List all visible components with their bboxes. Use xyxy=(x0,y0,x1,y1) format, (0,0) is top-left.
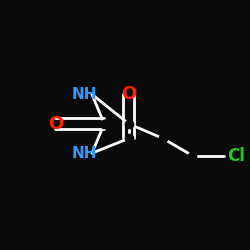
Text: NH: NH xyxy=(72,146,98,161)
Text: O: O xyxy=(121,86,136,103)
Text: NH: NH xyxy=(72,87,98,102)
Text: Cl: Cl xyxy=(227,146,244,164)
Text: O: O xyxy=(48,115,63,133)
